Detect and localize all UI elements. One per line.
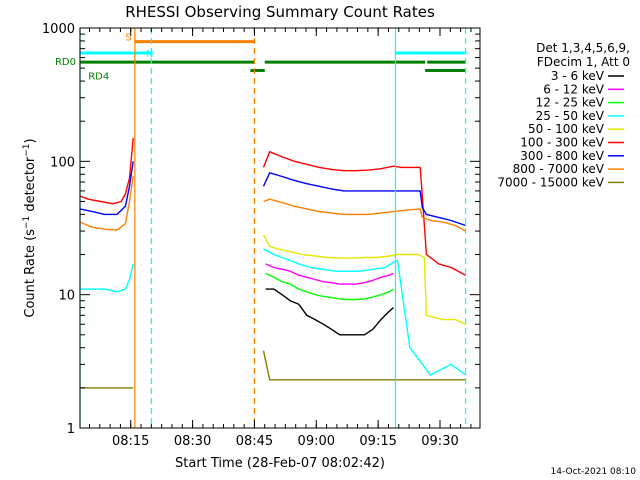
y-axis-label: Count Rate (s−1 detector−1)	[22, 138, 38, 317]
series-3-6-kev-line-0	[265, 288, 394, 336]
series-800-7000-kev-line-0	[79, 175, 134, 231]
series-12-25-kev-line-0	[265, 272, 394, 301]
footer-date: 14-Oct-2021 08:10	[551, 467, 637, 477]
legend-label-50-100-kev: 50 - 100 keV	[528, 122, 605, 136]
legend-header-1: FDecim 1, Att 0	[537, 55, 630, 69]
x-tick-label: 08:30	[174, 434, 211, 449]
series-800-7000-kev-line-1	[263, 198, 466, 232]
y-tick-label: 10	[58, 289, 75, 304]
flag-n-label: N	[146, 49, 153, 60]
series-300-800-kev-line-1	[262, 172, 466, 227]
legend-label-100-300-kev: 100 - 300 keV	[520, 136, 604, 150]
x-axis: 08:15 08:30 08:45 09:00 09:15 09:30	[88, 28, 472, 449]
series-25-50-kev-line-0	[80, 263, 134, 293]
flag-rd4-label: RD4	[88, 72, 109, 83]
y-tick-label: 1000	[42, 22, 75, 37]
event-markers	[79, 28, 467, 428]
series-50-100-kev-line-0	[262, 234, 466, 325]
x-tick-label: 09:30	[421, 434, 458, 449]
x-tick-label: 09:00	[298, 434, 335, 449]
y-axis: 1 10 100 1000	[42, 22, 480, 437]
legend-label-6-12-kev: 6 - 12 keV	[543, 82, 605, 96]
series-25-50-kev-line-1	[263, 248, 467, 376]
x-tick-label: 09:15	[359, 434, 396, 449]
legend-label-3-6-kev: 3 - 6 keV	[551, 69, 605, 83]
y-tick-label: 1	[67, 422, 75, 437]
legend-label-12-25-kev: 12 - 25 keV	[536, 96, 605, 110]
legend-label-7000-15000-kev: 7000 - 15000 keV	[497, 175, 604, 189]
legend: Det 1,3,4,5,6,9,FDecim 1, Att 03 - 6 keV…	[497, 41, 630, 189]
legend-label-25-50-kev: 25 - 50 keV	[536, 109, 605, 123]
series-100-300-kev-line-1	[262, 150, 466, 276]
plot-frame	[79, 27, 481, 429]
y-tick-label: 100	[50, 155, 75, 170]
flag-s-label: S	[125, 33, 131, 44]
legend-header-0: Det 1,3,4,5,6,9,	[536, 41, 630, 55]
series-6-12-kev-line-0	[265, 263, 394, 285]
x-tick-label: 08:15	[112, 434, 149, 449]
series-300-800-kev-line-0	[79, 161, 134, 216]
legend-label-300-800-kev: 300 - 800 keV	[520, 149, 604, 163]
flag-rd0-label: RD0	[55, 57, 76, 68]
x-tick-label: 08:45	[236, 434, 273, 449]
instrument-flags: S N RD0 RD4	[55, 33, 466, 83]
series-100-300-kev-line-0	[79, 137, 134, 205]
series-7000-15000-kev-line-1	[262, 350, 466, 381]
x-axis-label: Start Time (28-Feb-07 08:02:42)	[175, 456, 385, 471]
legend-label-800-7000-kev: 800 - 7000 keV	[513, 162, 605, 176]
chart-title: RHESSI Observing Summary Count Rates	[125, 3, 435, 21]
data-series	[79, 137, 467, 389]
